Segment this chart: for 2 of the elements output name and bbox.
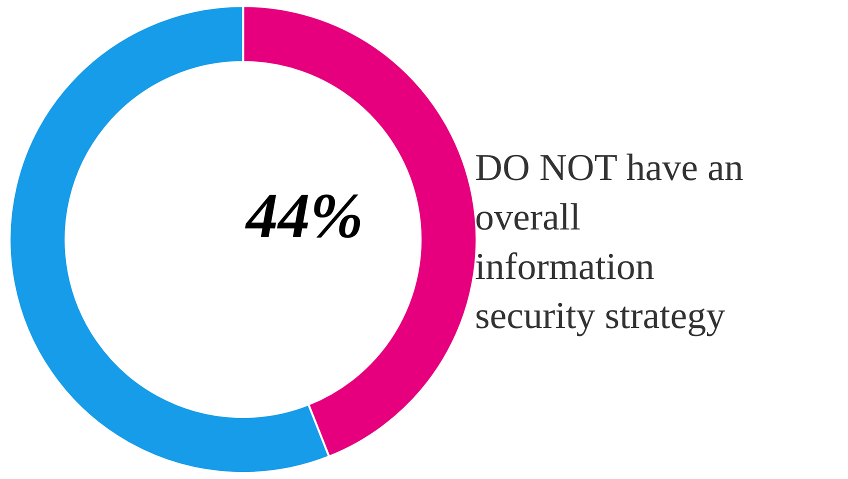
data-label: 44% xyxy=(245,180,364,251)
slice-label: DO NOT have an overall information security strategy xyxy=(475,147,744,338)
